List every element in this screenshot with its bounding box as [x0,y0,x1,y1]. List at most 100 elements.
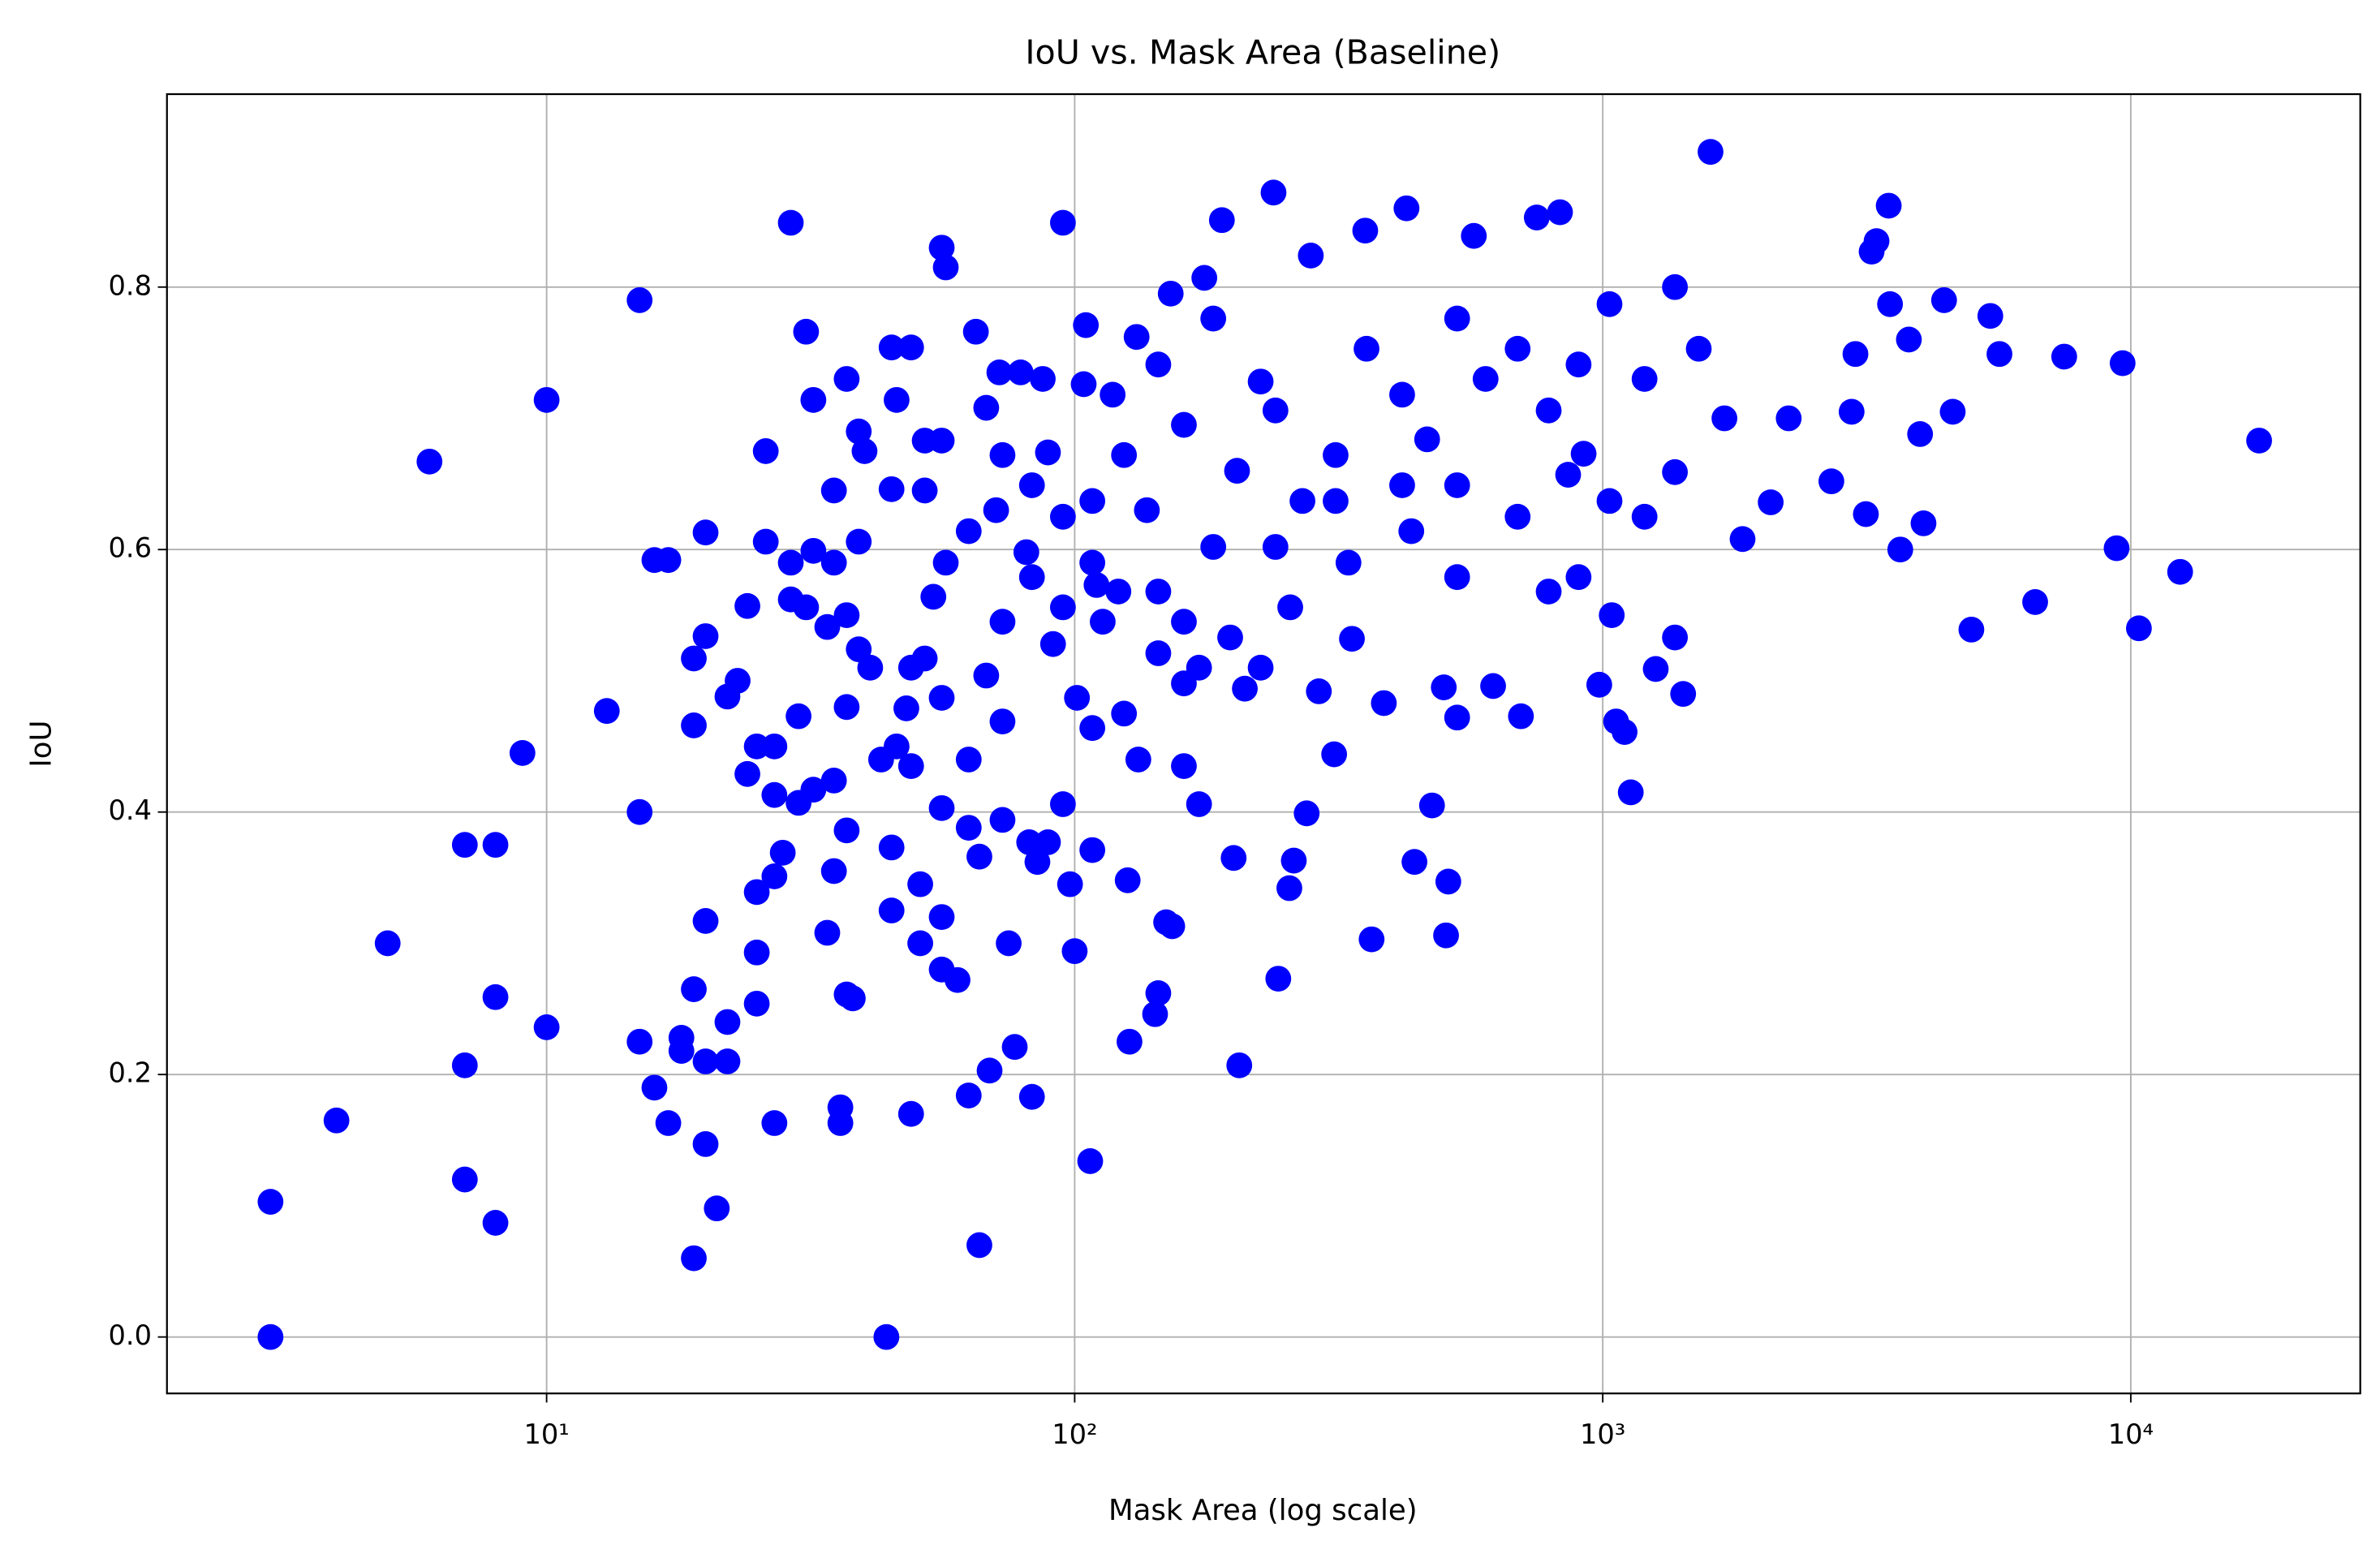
point [800,777,827,803]
point [1077,1148,1104,1174]
point [777,209,804,236]
point [2051,343,2077,370]
x-tick-label: 10² [1052,1418,1097,1450]
point [1159,913,1186,940]
point [2109,350,2136,377]
point [1523,204,1550,230]
point [374,930,401,957]
point [1444,564,1470,591]
point [1907,421,1934,447]
point [777,549,804,576]
point [1939,398,1966,425]
point [1171,753,1197,779]
point [893,695,919,721]
point [1358,926,1385,953]
point [1123,324,1150,351]
point [1049,594,1076,621]
x-tick-label: 10⁴ [2108,1418,2154,1450]
point [1393,195,1420,222]
point [1977,303,2003,329]
point [1039,631,1066,657]
x-axis-label: Mask Area (log scale) [1108,1494,1418,1527]
point [966,843,992,870]
point [973,662,1000,689]
x-tick-label: 10¹ [523,1418,569,1450]
point [851,438,878,464]
point [932,254,959,281]
point [1035,439,1061,466]
point [1247,654,1274,681]
point [533,386,560,413]
point [681,976,707,1002]
y-tick-label: 0.4 [109,794,153,826]
point [692,908,719,934]
point [1001,1034,1028,1061]
point [1863,228,1890,255]
point [928,685,955,711]
point [1306,678,1332,704]
point [785,703,812,730]
point [743,990,770,1017]
point [1896,326,1922,353]
point [626,1028,653,1055]
point [1398,518,1425,544]
point [692,1130,719,1157]
point [986,359,1013,385]
point [897,654,924,681]
point [1171,609,1197,635]
point [878,897,905,923]
point [928,235,955,261]
point [1711,405,1737,432]
point [840,985,866,1012]
point [955,747,982,773]
point [692,1048,719,1074]
point [793,594,820,621]
point [451,832,478,859]
point [1565,351,1592,378]
point [846,636,872,663]
point [1226,1052,1253,1078]
y-tick-label: 0.6 [109,532,153,564]
point [1758,489,1784,515]
point [1642,656,1669,682]
point [626,287,653,313]
point [920,583,947,610]
x-tick-label: 10³ [1580,1418,1625,1450]
point [416,448,443,475]
point [1145,640,1172,666]
point [704,1195,730,1222]
point [655,1110,682,1136]
point [1018,1083,1045,1110]
point [1504,503,1531,530]
point [878,334,905,361]
y-tick-label: 0.2 [109,1057,153,1089]
point [1013,539,1039,566]
point [593,698,620,725]
point [928,794,955,821]
point [752,528,779,555]
point [1565,564,1592,591]
point [1125,747,1151,773]
point [1111,441,1138,468]
point [1371,690,1397,717]
point [1910,510,1937,536]
point [1200,305,1227,332]
point [725,668,751,694]
point [451,1166,478,1193]
point [989,807,1016,833]
point [1887,536,1913,563]
point [761,733,788,760]
point [833,817,860,844]
point [641,1074,668,1101]
point [1775,405,1802,432]
point [1220,845,1247,872]
point [932,549,959,576]
point [833,602,860,629]
point [257,1189,284,1215]
point [1444,704,1470,731]
point [1117,1028,1143,1055]
point [1090,609,1116,635]
point [2246,428,2272,454]
point [1111,700,1138,727]
